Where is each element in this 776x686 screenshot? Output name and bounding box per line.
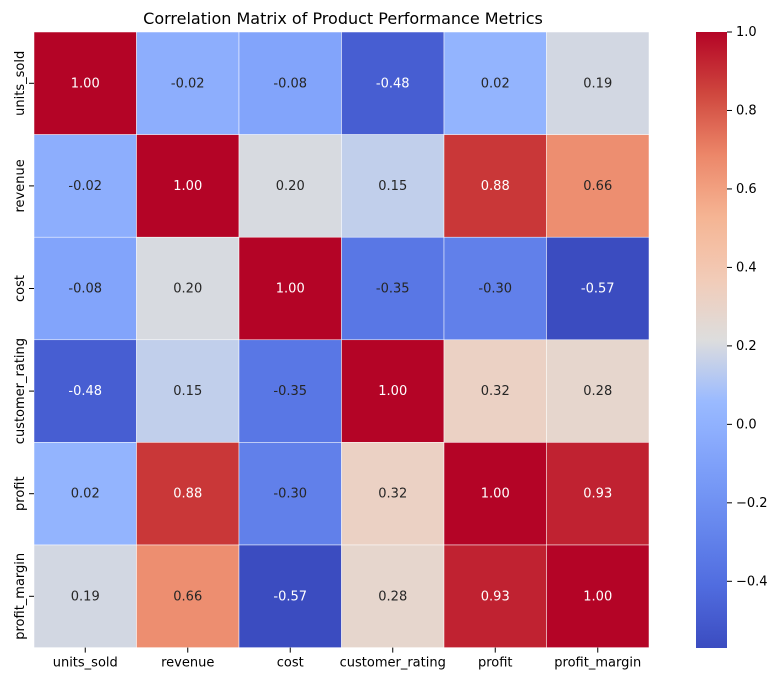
x-tick-label-5: profit_margin — [554, 656, 641, 671]
colorbar-tick-label-1: −0.2 — [736, 496, 768, 511]
colorbar-axis: −0.4 −0.2 0.0 0.2 0.4 0.6 0.8 1.0 — [727, 25, 768, 589]
colorbar-tick-label-7: 1.0 — [736, 25, 757, 40]
heatmap-annotations: 1.00 -0.02 -0.08 -0.48 0.02 0.19 -0.02 1.00 0.20… — [68, 76, 614, 604]
cell-value-5-0: 0.19 — [71, 589, 100, 604]
heatmap-cell-4-2 — [238, 442, 342, 546]
heatmap-cell-2-4 — [443, 236, 547, 341]
heatmap-cell-3-3 — [341, 339, 445, 443]
cell-value-1-2: 0.20 — [276, 179, 305, 194]
heatmap-cell-2-1 — [136, 236, 240, 341]
cell-value-1-0: -0.02 — [68, 179, 102, 194]
colorbar-tick-label-3: 0.2 — [736, 339, 757, 354]
heatmap-cell-3-0 — [33, 339, 137, 443]
cell-value-4-1: 0.88 — [173, 487, 202, 502]
cell-value-0-5: 0.19 — [583, 76, 612, 91]
cell-value-5-2: -0.57 — [273, 589, 307, 604]
heatmap-cell-1-0 — [33, 134, 137, 238]
heatmap-cell-2-2 — [238, 236, 342, 341]
heatmap-cells — [33, 31, 650, 648]
cell-value-0-4: 0.02 — [481, 76, 510, 91]
heatmap-cell-4-5 — [546, 442, 650, 546]
heatmap-cell-3-1 — [136, 339, 240, 443]
cell-value-1-3: 0.15 — [378, 179, 407, 194]
cell-value-2-3: -0.35 — [376, 282, 410, 297]
cell-value-2-2: 1.00 — [276, 282, 305, 297]
chart-title: Correlation Matrix of Product Performanc… — [143, 9, 543, 28]
heatmap-cell-3-5 — [546, 339, 650, 443]
cell-value-3-0: -0.48 — [68, 384, 102, 399]
heatmap-cell-0-5 — [546, 31, 650, 135]
y-tick-label-2: cost — [13, 275, 28, 302]
cell-value-2-4: -0.30 — [478, 282, 512, 297]
cell-value-0-1: -0.02 — [171, 76, 205, 91]
heatmap-cell-4-4 — [443, 442, 547, 546]
heatmap-cell-2-5 — [546, 236, 650, 341]
heatmap-cell-1-3 — [341, 134, 445, 238]
cell-value-4-0: 0.02 — [71, 487, 100, 502]
heatmap-cell-0-0 — [33, 31, 137, 135]
heatmap-cell-4-3 — [341, 442, 445, 546]
cell-value-3-4: 0.32 — [481, 384, 510, 399]
cell-value-4-4: 1.00 — [481, 487, 510, 502]
cell-value-1-5: 0.66 — [583, 179, 612, 194]
x-tick-label-2: cost — [277, 656, 304, 671]
cell-value-0-2: -0.08 — [273, 76, 307, 91]
cell-value-3-2: -0.35 — [273, 384, 307, 399]
heatmap-cell-5-0 — [33, 544, 137, 648]
heatmap-cell-0-3 — [341, 31, 445, 135]
colorbar-tick-label-2: 0.0 — [736, 417, 757, 432]
heatmap-cell-2-3 — [341, 236, 445, 341]
cell-value-5-4: 0.93 — [481, 589, 510, 604]
y-tick-label-0: units_sold — [13, 51, 28, 116]
x-tick-label-3: customer_rating — [340, 656, 446, 671]
heatmap-cell-3-2 — [238, 339, 342, 443]
cell-value-3-3: 1.00 — [378, 384, 407, 399]
colorbar-tick-label-0: −0.4 — [736, 574, 768, 589]
cell-value-3-5: 0.28 — [583, 384, 612, 399]
heatmap-cell-0-2 — [238, 31, 342, 135]
cell-value-4-5: 0.93 — [583, 487, 612, 502]
x-tick-label-0: units_sold — [53, 656, 118, 671]
x-tick-label-1: revenue — [161, 656, 214, 671]
heatmap-cell-5-3 — [341, 544, 445, 648]
cell-value-5-3: 0.28 — [378, 589, 407, 604]
heatmap-cell-5-4 — [443, 544, 547, 648]
cell-value-4-2: -0.30 — [273, 487, 307, 502]
cell-value-1-4: 0.88 — [481, 179, 510, 194]
y-tick-label-4: profit — [13, 476, 28, 511]
cell-value-1-1: 1.00 — [173, 179, 202, 194]
cell-value-5-1: 0.66 — [173, 589, 202, 604]
heatmap-cell-4-1 — [136, 442, 240, 546]
cell-value-5-5: 1.00 — [583, 589, 612, 604]
x-axis: units_sold revenue cost customer_rating prof… — [53, 647, 641, 671]
y-tick-label-1: revenue — [13, 159, 28, 212]
y-tick-label-3: customer_rating — [13, 338, 28, 444]
colorbar-tick-label-5: 0.6 — [736, 182, 757, 197]
cell-value-3-1: 0.15 — [173, 384, 202, 399]
cell-value-2-5: -0.57 — [581, 282, 615, 297]
heatmap-cell-1-1 — [136, 134, 240, 238]
cell-value-0-0: 1.00 — [71, 76, 100, 91]
y-tick-label-5: profit_margin — [13, 553, 28, 640]
heatmap-cell-0-1 — [136, 31, 240, 135]
x-tick-label-4: profit — [478, 656, 513, 671]
colorbar — [696, 32, 727, 648]
cell-value-4-3: 0.32 — [378, 487, 407, 502]
cell-value-2-1: 0.20 — [173, 282, 202, 297]
colorbar-tick-label-6: 0.8 — [736, 103, 757, 118]
cell-value-0-3: -0.48 — [376, 76, 410, 91]
heatmap-cell-5-5 — [546, 544, 650, 648]
cell-value-2-0: -0.08 — [68, 282, 102, 297]
heatmap-cell-0-4 — [443, 31, 547, 135]
heatmap-cell-4-0 — [33, 442, 137, 546]
heatmap-cell-1-5 — [546, 134, 650, 238]
heatmap-cell-2-0 — [33, 236, 137, 341]
colorbar-tick-label-4: 0.4 — [736, 260, 757, 275]
heatmap-cell-3-4 — [443, 339, 547, 443]
